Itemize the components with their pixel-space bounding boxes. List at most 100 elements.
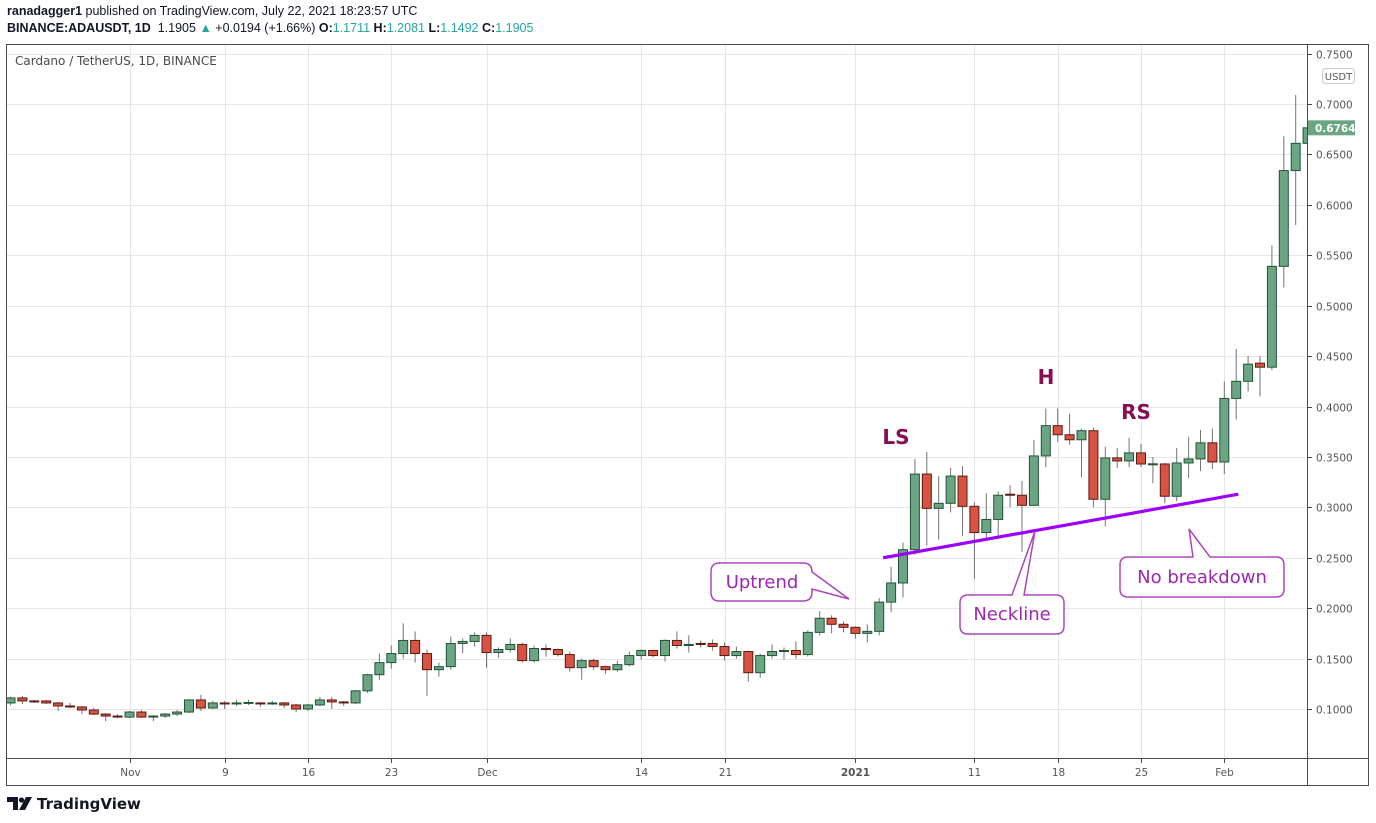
candle-down [1255, 356, 1265, 397]
candle-body [921, 473, 932, 509]
last-price-marker: 0.6764 [1308, 120, 1356, 136]
uptrend-text: Uptrend [726, 572, 799, 593]
candle-down [1052, 408, 1063, 442]
candle-up [1147, 456, 1158, 484]
price-tick-label: 0.6000 [1316, 201, 1353, 213]
candle-up [7, 696, 16, 705]
triangle-up-icon: ▲ [199, 21, 212, 35]
symbol-label: BINANCE:ADAUSDT, 1D [7, 21, 151, 35]
candle-body [898, 549, 908, 584]
candle-body [255, 702, 266, 705]
candle-down [65, 702, 75, 708]
candle-body [957, 475, 968, 507]
candle-down [648, 649, 659, 658]
price-axis[interactable]: 0.1000 0.1500 0.2000 0.2500 0.3000 0.3500 0.40… [1307, 50, 1353, 717]
candle-body [326, 699, 337, 703]
price-tick-label: 0.5000 [1316, 302, 1353, 314]
candle-up [981, 493, 992, 541]
candle-body [624, 655, 635, 666]
candle-body [195, 699, 206, 709]
candle-up [1028, 439, 1039, 507]
candle-up [386, 645, 397, 669]
candle-body [457, 640, 468, 644]
currency-badge[interactable]: USDT [1322, 68, 1355, 84]
candle-up [1040, 408, 1051, 468]
candle-body [1005, 493, 1016, 496]
candle-body [1028, 455, 1039, 506]
candle-body [410, 639, 421, 655]
close-label: C: [482, 21, 496, 35]
candle-body [76, 706, 87, 711]
candle-body [350, 690, 361, 704]
candle-down [826, 615, 837, 634]
candle-body [184, 699, 194, 713]
neckline[interactable] [882, 492, 1239, 560]
publish-info: ranadagger1 published on TradingView.com… [7, 4, 417, 18]
no-breakdown-callout[interactable]: No breakdown [1119, 528, 1285, 598]
time-tick-label: 11 [968, 767, 981, 779]
candle-body [874, 601, 885, 632]
open-label: O: [318, 21, 333, 35]
candle-body [564, 654, 575, 669]
candle-body [743, 651, 754, 674]
uptrend-callout[interactable]: Uptrend [710, 562, 850, 602]
candles [7, 94, 1307, 722]
candle-down [517, 642, 528, 663]
candle-body [1231, 380, 1242, 399]
price-tick-label: 0.2500 [1316, 554, 1353, 566]
candle-body [850, 626, 861, 634]
candle-body [1136, 452, 1146, 465]
candle-down [707, 639, 718, 651]
candle-down [719, 642, 730, 661]
candle-up [1171, 447, 1182, 502]
candle-up [303, 703, 313, 712]
candle-body [1112, 457, 1123, 462]
candle-body [671, 639, 682, 646]
price-tick-label: 0.3000 [1316, 503, 1353, 515]
candle-up [445, 636, 456, 670]
candle-down [338, 700, 349, 706]
time-axis[interactable]: Nov 9 16 23 Dec 14 21 2021 11 18 25 Feb [120, 758, 1234, 779]
candle-body [814, 617, 825, 633]
neckline-callout[interactable]: Neckline [959, 530, 1065, 635]
candle-up [1183, 436, 1194, 479]
candle-body [398, 639, 409, 655]
candle-up [1243, 356, 1254, 392]
candle-body [65, 705, 75, 708]
candle-body [422, 653, 432, 671]
candle-body [493, 649, 504, 654]
grid [7, 45, 1307, 758]
candle-body [469, 634, 480, 642]
candle-body [1076, 430, 1087, 441]
publish-text: published on TradingView.com, July 22, 2… [85, 4, 418, 18]
chart-frame [6, 44, 1369, 786]
candle-body [838, 623, 849, 628]
candle-down [481, 632, 492, 668]
candle-up [1290, 94, 1301, 226]
price-tick-label: 0.7000 [1316, 100, 1353, 112]
candle-down [76, 705, 87, 715]
candle-up [243, 699, 254, 705]
candle-down [1136, 443, 1146, 468]
candle-body [505, 643, 516, 651]
candle-down [671, 631, 682, 649]
candle-down [695, 640, 706, 648]
symbol-info: BINANCE:ADAUSDT, 1D 1.1905 ▲ +0.0194 (+1… [7, 21, 533, 35]
last-value: 1.1905 [157, 21, 196, 35]
candle-body [826, 617, 837, 625]
candle-body [1064, 434, 1075, 441]
candle-up [624, 651, 635, 667]
author-link[interactable]: ranadagger1 [7, 4, 83, 18]
candle-up [755, 653, 766, 678]
tradingview-logo[interactable]: TradingView [7, 795, 141, 813]
candle-up [779, 647, 789, 660]
high-label: H: [373, 21, 387, 35]
candle-body [1219, 397, 1230, 463]
candle-body [1302, 127, 1307, 144]
candle-down [255, 701, 266, 707]
candle-up [683, 635, 694, 653]
candle-up [767, 644, 778, 659]
last-price-label: 0.6764 [1315, 123, 1356, 135]
candle-body [112, 715, 123, 718]
